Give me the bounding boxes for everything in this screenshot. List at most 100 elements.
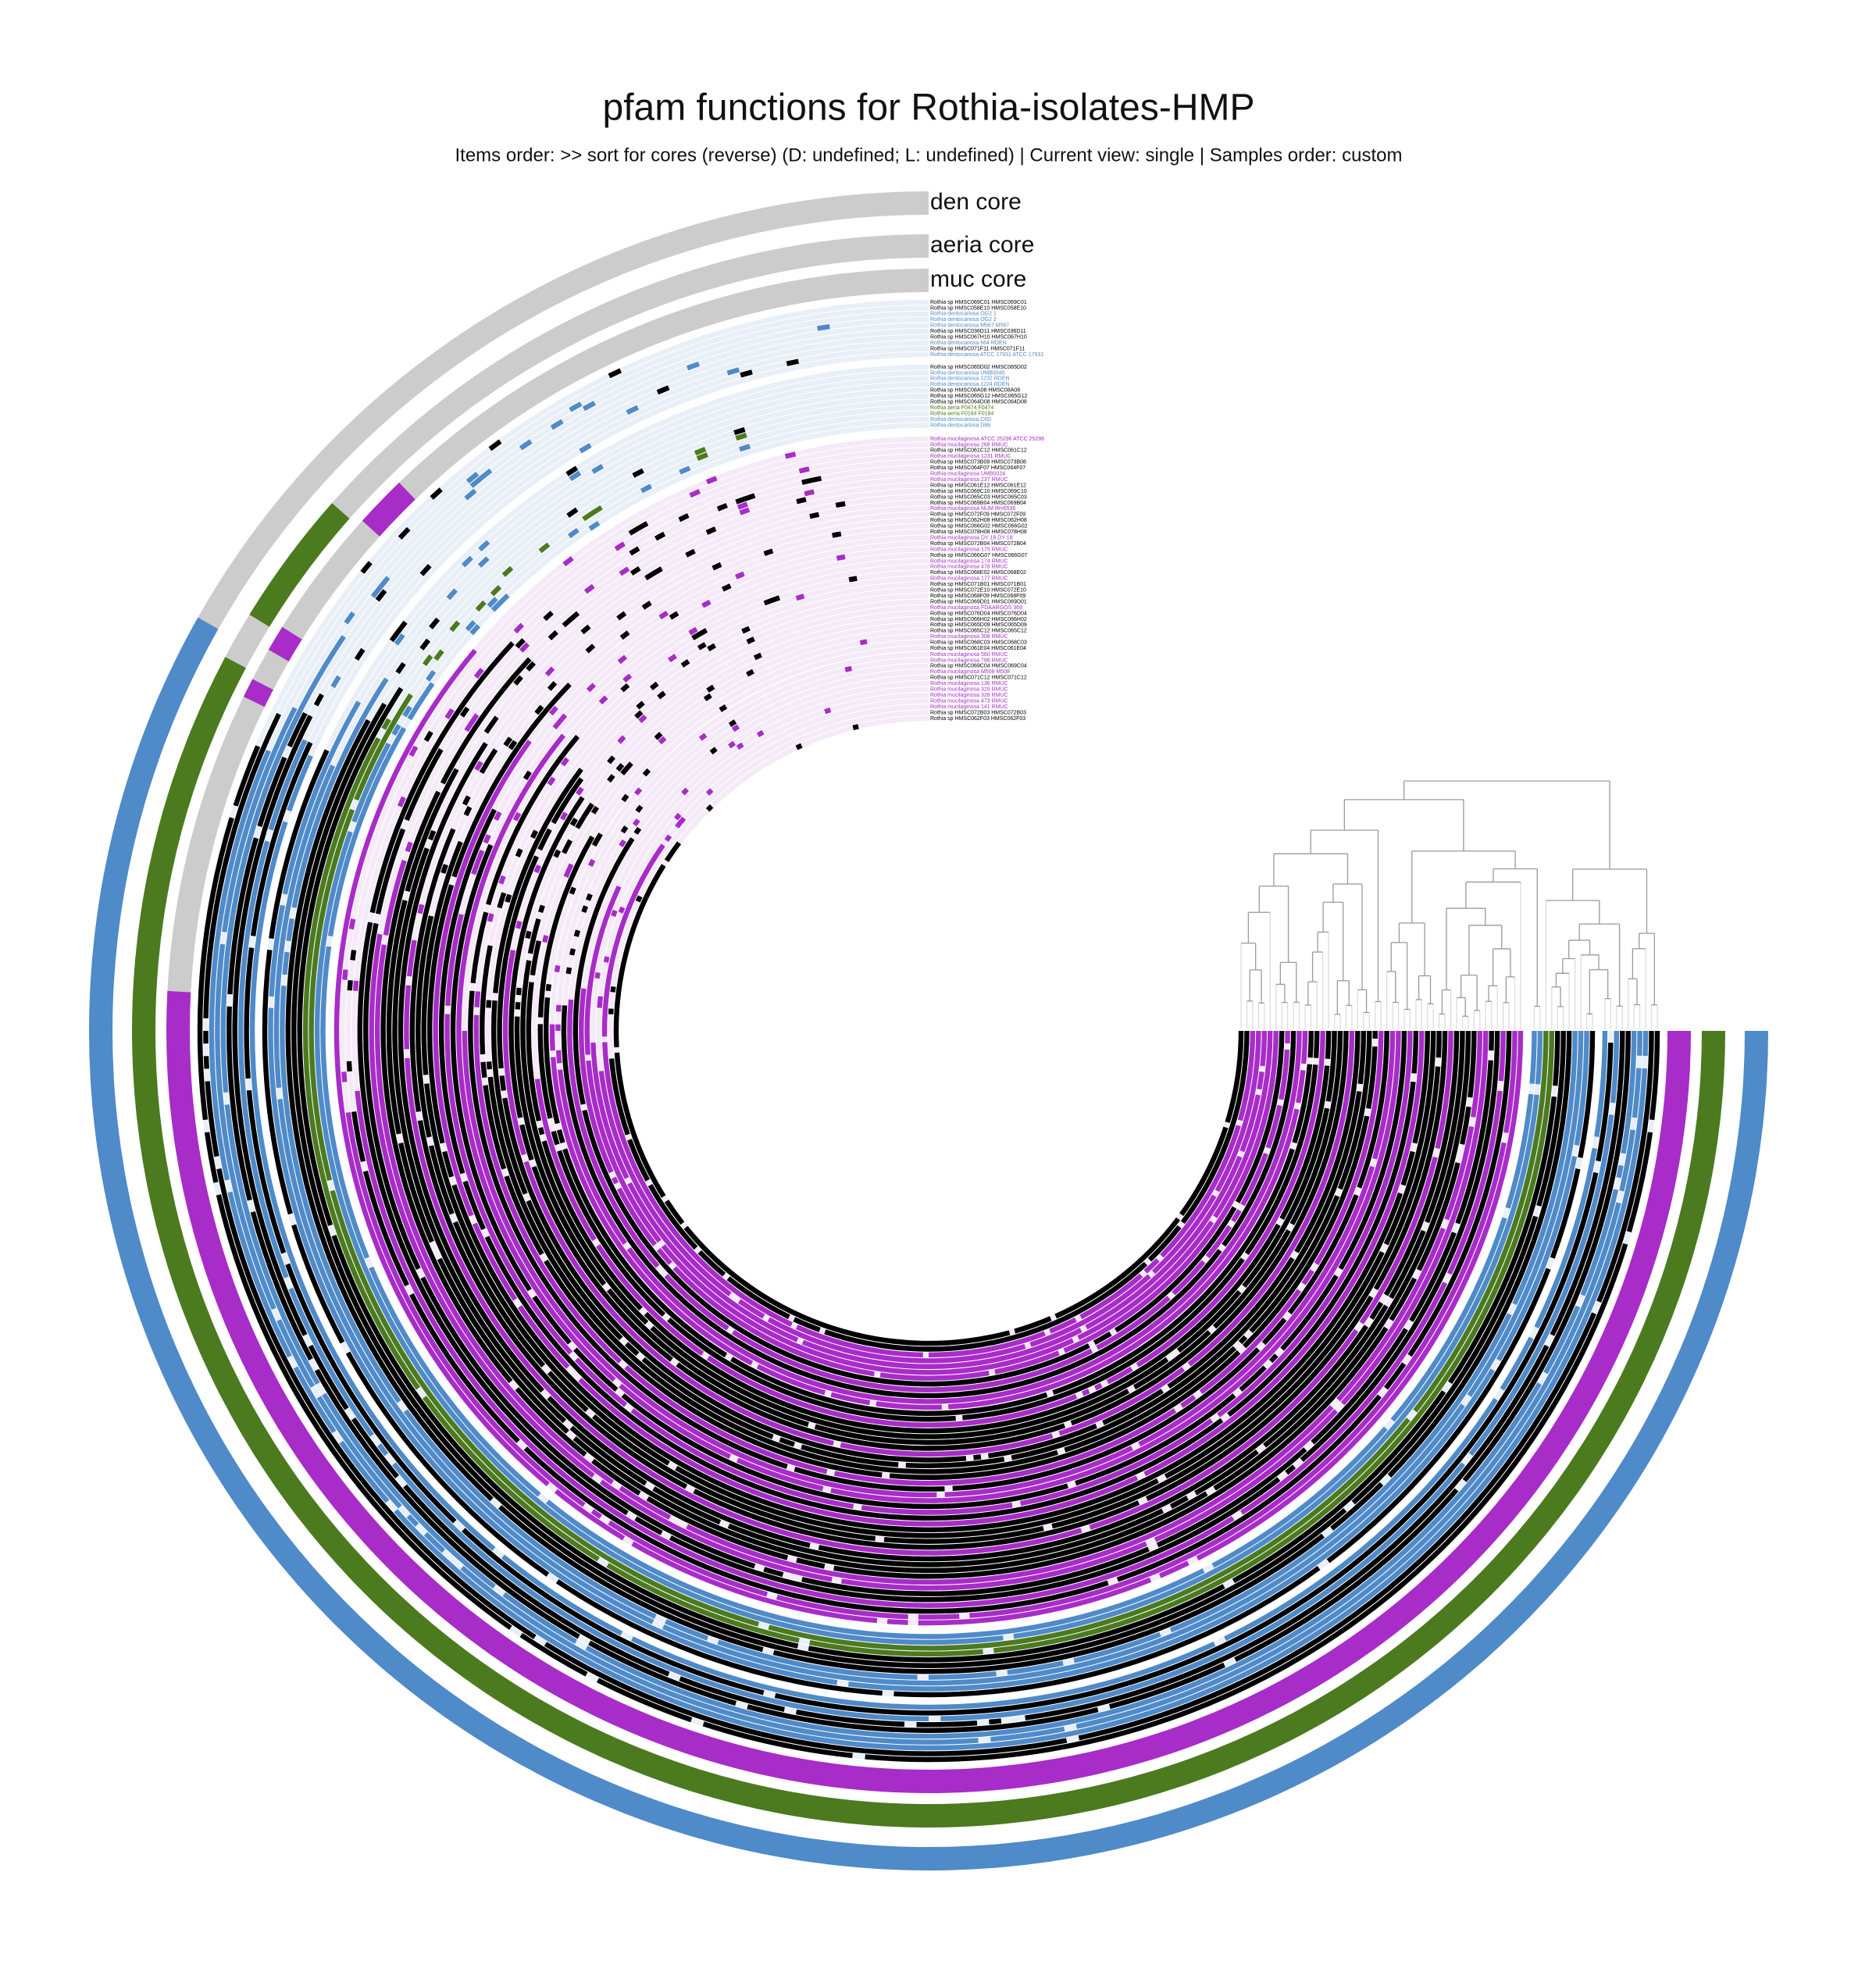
presence-run	[376, 1443, 389, 1457]
sample-label: Rothia mucilaginosa ATCC 25296 ATCC 2529…	[930, 437, 1044, 442]
presence-run	[591, 464, 605, 474]
presence-run	[444, 708, 455, 720]
presence-run	[499, 1075, 507, 1091]
presence-run	[1621, 1031, 1637, 1154]
presence-run	[830, 1392, 871, 1406]
presence-run	[701, 599, 712, 608]
presence-run	[1199, 1289, 1302, 1395]
presence-run	[1054, 1217, 1181, 1319]
presence-run	[629, 566, 641, 576]
presence-run	[273, 765, 336, 1089]
presence-run	[1238, 1335, 1248, 1345]
presence-run	[354, 693, 413, 801]
presence-run	[632, 818, 640, 827]
presence-run	[1239, 1365, 1267, 1392]
presence-run	[515, 848, 523, 858]
sample-label: Rothia sp HMSC062H08 HMSC062H08	[930, 518, 1027, 523]
presence-run	[462, 1180, 486, 1231]
presence-run	[619, 566, 630, 576]
title: pfam functions for Rothia-isolates-HMP	[603, 87, 1255, 129]
presence-run	[347, 979, 353, 991]
presence-run	[1179, 1126, 1229, 1217]
presence-run	[1596, 1043, 1614, 1162]
presence-run	[574, 1357, 628, 1407]
presence-run	[416, 915, 434, 1138]
presence-run	[1444, 1126, 1475, 1221]
presence-run	[1007, 1660, 1064, 1675]
presence-run	[990, 1726, 1065, 1742]
presence-run	[494, 811, 502, 822]
presence-run	[667, 654, 677, 663]
presence-run	[554, 965, 561, 973]
presence-run	[1470, 1031, 1483, 1118]
presence-run	[398, 526, 411, 540]
presence-run	[530, 940, 542, 976]
presence-run	[547, 776, 556, 786]
presence-run	[473, 668, 484, 679]
presence-run	[667, 1318, 956, 1422]
presence-run	[735, 493, 756, 505]
presence-run	[440, 657, 532, 785]
presence-run	[551, 1130, 560, 1146]
sample-label: Rothia sp HMSC072B03 HMSC072B03	[930, 710, 1026, 715]
presence-run	[763, 595, 781, 606]
presence-run	[197, 817, 234, 1121]
sample-label: Rothia dentocariosa 1224 RDEN	[930, 382, 1010, 387]
presence-run	[1014, 1316, 1052, 1334]
presence-run	[918, 1577, 1152, 1626]
sample-label: Rothia mucilaginosa 268 RMUC	[930, 442, 1008, 448]
presence-run	[444, 1014, 573, 1355]
presence-run	[615, 763, 625, 772]
presence-run	[1231, 1209, 1242, 1223]
core-layer-segment	[198, 191, 929, 629]
presence-run	[562, 611, 580, 628]
presence-run	[1619, 1129, 1635, 1192]
presence-run	[459, 706, 470, 718]
presence-run	[405, 768, 459, 892]
presence-run	[1143, 1031, 1425, 1477]
presence-run	[628, 521, 649, 536]
presence-run	[452, 1221, 546, 1367]
presence-run	[683, 1225, 1011, 1346]
sample-label: Rothia dentocariosa M567 M567	[930, 323, 1009, 329]
presence-run	[1578, 1031, 1596, 1158]
presence-run	[209, 750, 271, 1181]
presence-run	[560, 757, 569, 767]
presence-run	[490, 585, 502, 597]
presence-run	[619, 839, 626, 847]
sample-label: Rothia sp HMSC064D08 HMSC064D08	[930, 400, 1027, 405]
presence-run	[641, 601, 652, 610]
presence-run	[587, 858, 596, 868]
presence-run	[402, 705, 412, 718]
presence-run	[1436, 1031, 1442, 1058]
presence-run	[635, 895, 643, 903]
presence-run	[606, 1563, 800, 1643]
presence-run	[1263, 1304, 1389, 1448]
presence-run	[1289, 1031, 1343, 1225]
presence-run	[370, 576, 391, 598]
presence-run	[269, 904, 286, 997]
presence-run	[501, 565, 514, 577]
presence-run	[404, 985, 412, 1050]
core-layer-segment	[243, 679, 273, 708]
presence-run	[675, 816, 687, 829]
sample-label: Rothia sp HMSC068C03 HMSC068C03	[930, 640, 1027, 646]
presence-run	[543, 611, 554, 622]
presence-run	[519, 1124, 534, 1161]
presence-run	[497, 892, 507, 909]
presence-run	[554, 1489, 626, 1541]
sample-label: Rothia sp HMSC072F09 HMSC072F09	[930, 512, 1025, 518]
presence-run	[709, 747, 718, 755]
presence-run	[1147, 1225, 1182, 1262]
presence-run	[1249, 1195, 1340, 1334]
presence-run	[818, 1325, 1369, 1562]
presence-run	[408, 745, 419, 758]
sample-label: Rothia sp HMSC071B01 HMSC071B01	[930, 582, 1026, 587]
presence-run	[575, 802, 594, 829]
sample-label: Rothia mucilaginosa DY 18 DY 18	[930, 535, 1013, 540]
presence-run	[551, 777, 584, 825]
presence-run	[545, 983, 552, 992]
presence-run	[638, 714, 647, 723]
presence-run	[227, 1191, 292, 1358]
presence-run	[1503, 1031, 1518, 1133]
